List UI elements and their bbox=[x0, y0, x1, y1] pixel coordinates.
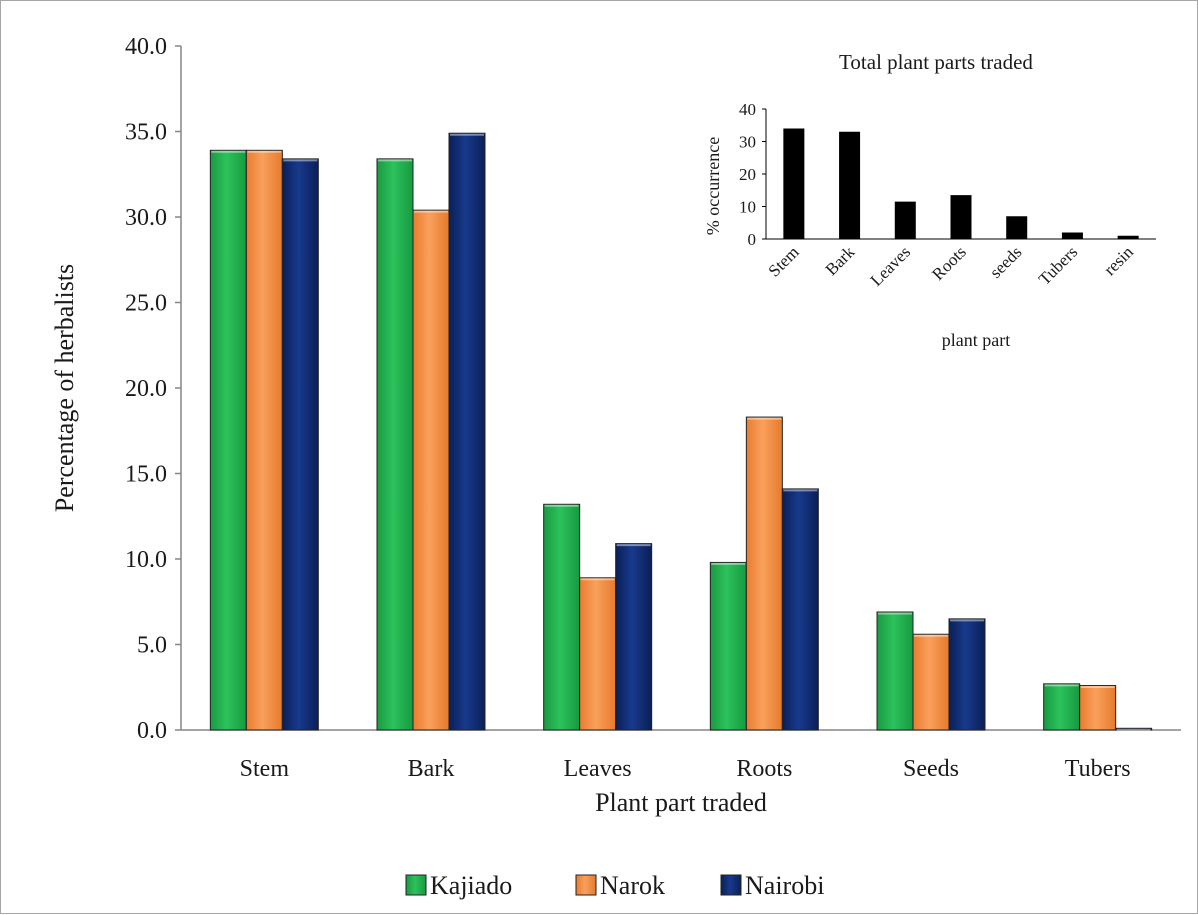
main-y-tick-label: 0.0 bbox=[137, 718, 167, 744]
inset-y-axis-title: % occurrence bbox=[703, 137, 723, 235]
inset-y-tick-label: 20 bbox=[739, 165, 756, 184]
main-x-axis-title: Plant part traded bbox=[595, 788, 767, 817]
main-y-tick-label: 35.0 bbox=[125, 120, 167, 146]
bar-nairobi-roots bbox=[781, 488, 819, 731]
inset-x-tick-label: resin bbox=[1100, 242, 1137, 279]
main-x-ticks: Stem Bark Leaves Roots Seeds Tubers bbox=[240, 756, 1131, 782]
bar-narok-leaves bbox=[579, 577, 617, 731]
inset-bar-resin bbox=[1117, 235, 1139, 239]
inset-x-tick-label: Tubers bbox=[1035, 242, 1081, 288]
bar-nairobi-bark bbox=[448, 132, 486, 731]
main-x-tick-label: Roots bbox=[736, 756, 792, 782]
legend-swatch-narok bbox=[575, 874, 597, 896]
inset-bar-tubers bbox=[1061, 232, 1083, 239]
legend-label-narok: Narok bbox=[600, 871, 665, 900]
bar-narok-bark bbox=[412, 209, 450, 731]
inset-x-tick-label: Leaves bbox=[867, 242, 914, 289]
legend-label-kajiado: Kajiado bbox=[430, 871, 512, 900]
main-x-tick-label: Stem bbox=[240, 756, 290, 782]
legend-swatch-kajiado bbox=[405, 874, 427, 896]
inset-y-tick-label: 0 bbox=[748, 230, 757, 249]
bar-kajiado-leaves bbox=[543, 503, 581, 731]
main-bars bbox=[209, 132, 1153, 731]
inset-x-tick-label: Stem bbox=[765, 242, 803, 280]
bar-narok-seeds bbox=[912, 633, 950, 731]
inset-x-tick-label: seeds bbox=[986, 242, 1025, 281]
main-x-tick-label: Bark bbox=[408, 756, 455, 782]
bar-nairobi-stem bbox=[281, 158, 319, 731]
inset-x-axis-title: plant part bbox=[942, 330, 1010, 350]
inset-bar-roots bbox=[950, 195, 972, 239]
inset-y-tick-label: 40 bbox=[739, 100, 756, 119]
main-y-axis-title: Percentage of herbalists bbox=[50, 264, 79, 512]
inset-chart: Total plant parts traded % occurrence pl… bbox=[703, 50, 1156, 350]
legend-swatch-nairobi bbox=[720, 874, 742, 896]
main-y-tick-label: 15.0 bbox=[125, 462, 167, 488]
main-x-tick-label: Tubers bbox=[1065, 756, 1131, 782]
main-y-tick-label: 25.0 bbox=[125, 291, 167, 317]
inset-bar-leaves bbox=[894, 201, 916, 239]
bar-kajiado-bark bbox=[376, 158, 414, 731]
inset-bar-stem bbox=[783, 128, 805, 239]
bar-narok-stem bbox=[245, 149, 283, 731]
legend: Kajiado Narok Nairobi bbox=[405, 871, 824, 900]
main-x-tick-label: Seeds bbox=[903, 756, 959, 782]
inset-y-ticks: 0 10 20 30 40 bbox=[739, 100, 766, 249]
inset-bars bbox=[783, 128, 1139, 239]
inset-x-tick-label: Bark bbox=[822, 242, 859, 279]
main-y-tick-label: 20.0 bbox=[125, 376, 167, 402]
inset-x-ticks: Stem Bark Leaves Roots seeds Tubers resin bbox=[765, 242, 1138, 290]
inset-title: Total plant parts traded bbox=[839, 50, 1033, 74]
main-y-tick-label: 40.0 bbox=[125, 34, 167, 60]
main-y-tick-label: 10.0 bbox=[125, 547, 167, 573]
bar-kajiado-roots bbox=[709, 561, 747, 731]
bar-nairobi-tubers bbox=[1115, 727, 1153, 731]
inset-y-tick-label: 10 bbox=[739, 198, 756, 217]
bar-kajiado-tubers bbox=[1043, 683, 1081, 731]
inset-bar-bark bbox=[839, 131, 861, 239]
main-y-tick-label: 5.0 bbox=[137, 633, 167, 659]
bar-nairobi-leaves bbox=[615, 543, 653, 731]
legend-label-nairobi: Nairobi bbox=[745, 871, 824, 900]
inset-y-tick-label: 30 bbox=[739, 133, 756, 152]
bar-kajiado-seeds bbox=[876, 611, 914, 731]
bar-nairobi-seeds bbox=[948, 618, 986, 731]
bar-narok-roots bbox=[745, 416, 783, 731]
bar-narok-tubers bbox=[1079, 685, 1117, 731]
inset-x-tick-label: Roots bbox=[928, 242, 969, 283]
main-axes bbox=[180, 46, 1181, 731]
main-y-ticks: 0.0 5.0 10.0 15.0 20.0 25.0 30.0 35.0 40.0 bbox=[125, 34, 181, 744]
inset-bar-seeds bbox=[1006, 216, 1028, 239]
bar-kajiado-stem bbox=[209, 149, 247, 731]
main-y-tick-label: 30.0 bbox=[125, 205, 167, 231]
main-x-tick-label: Leaves bbox=[564, 756, 632, 782]
